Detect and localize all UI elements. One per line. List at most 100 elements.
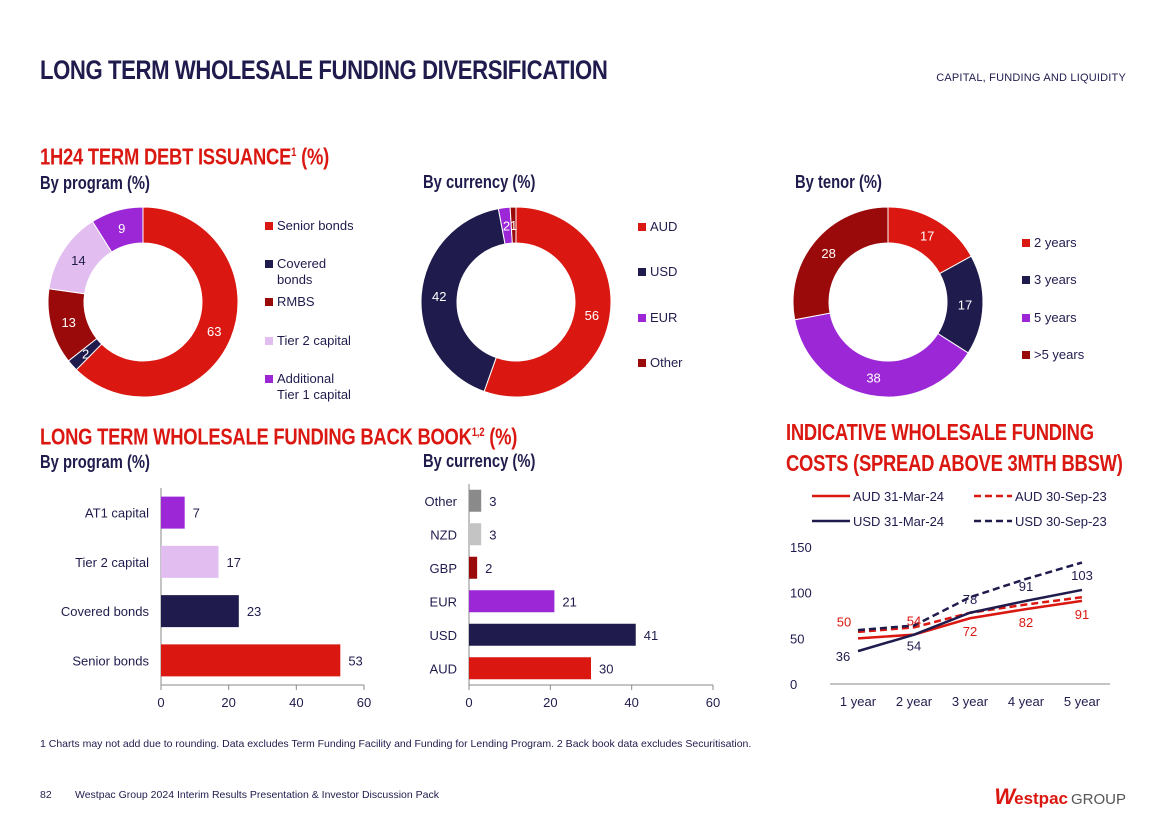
line-data-label: 78 [963, 592, 977, 607]
donut-tenor-chart: 17 17 38 28 [792, 206, 984, 398]
bar-usd [469, 623, 636, 646]
donut-data-label: 38 [866, 371, 880, 386]
donut-data-label: 63 [207, 324, 221, 339]
bar-tier-2-capital [161, 545, 219, 578]
donut-slice-additional-tier-1-capital [91, 206, 144, 253]
donut-currency-legend: AUD USD EUR Other [638, 219, 718, 379]
donut-slice-senior-bonds [75, 206, 239, 398]
bar-gbp [469, 556, 478, 579]
bar-at1-capital [161, 496, 185, 529]
legend-label: Covered bonds [277, 256, 327, 287]
donut-data-label: 14 [71, 253, 85, 268]
donut-currency-chart: 56 42 2 1 [420, 206, 612, 398]
bar-category-label: Tier 2 capital [75, 555, 149, 570]
x-tick-label: 20 [543, 695, 557, 710]
bar-value-label: 3 [489, 527, 496, 542]
bar-category-label: NZD [430, 527, 457, 542]
donut-program-chart: 63 2 13 14 9 [47, 206, 239, 398]
donut-slice--5-years [792, 206, 889, 321]
x-tick-label: 40 [289, 695, 303, 710]
legend-item: Tier 2 capital [265, 333, 351, 349]
bar-value-label: 23 [247, 604, 261, 619]
y-tick-label: 0 [790, 677, 797, 692]
bar-category-label: GBP [430, 561, 457, 576]
legend-swatch [638, 314, 646, 322]
bar-currency-chart: 0 20 40 60 Other 3 NZD 3 GBP 2 EUR 21 USD 41 AUD 30 [424, 484, 720, 710]
bar-program-chart: 0 20 40 60 AT1 capital 7 Tier 2 capital 17 Cover… [61, 488, 371, 710]
y-tick-label: 50 [790, 631, 804, 646]
legend-swatch [265, 298, 273, 306]
series-line-usd-30-sep-23 [857, 561, 1083, 632]
donut-data-label: 2 [82, 346, 89, 361]
x-tick-label: 60 [706, 695, 720, 710]
line-costs-legend: AUD 31-Mar-24 AUD 30-Sep-23 USD 31-Mar-24 U… [812, 489, 1107, 529]
bar-covered-bonds [161, 595, 239, 628]
legend-swatch [265, 337, 273, 345]
donut-tenor-legend: 2 years 3 years 5 years >5 years [1022, 235, 1122, 375]
bar-category-label: Senior bonds [72, 653, 149, 668]
line-data-label: 91 [1019, 579, 1033, 594]
legend-label: EUR [650, 310, 678, 325]
line-data-label: 72 [963, 624, 977, 639]
donut-data-label: 1 [510, 218, 517, 233]
x-tick-label: 4 year [1008, 694, 1045, 709]
legend-item: Other [638, 355, 683, 371]
legend-item: Additional Tier 1 capital [265, 371, 351, 403]
bar-category-label: Other [424, 494, 457, 509]
legend-item: >5 years [1022, 347, 1084, 363]
x-tick-label: 2 year [896, 694, 933, 709]
x-tick-label: 3 year [952, 694, 989, 709]
legend-label: Senior bonds [277, 218, 354, 233]
donut-program-legend: Senior bonds Covered bonds RMBS Tier 2 c… [265, 218, 385, 408]
bar-currency-title: By currency (%) [423, 451, 536, 471]
donut-data-label: 2 [503, 219, 510, 234]
legend-label: AUD 30-Sep-23 [1015, 489, 1107, 504]
series-line-aud-31-mar-24 [857, 599, 1083, 640]
legend-item: Covered bonds [265, 256, 326, 288]
line-data-label: 54 [907, 639, 921, 654]
legend-label: Tier 2 capital [277, 333, 351, 348]
x-tick-label: 5 year [1064, 694, 1101, 709]
x-tick-label: 1 year [840, 694, 877, 709]
logo-group: GROUP [1070, 791, 1126, 808]
legend-item: 5 years [1022, 310, 1077, 326]
bar-category-label: AT1 capital [85, 506, 149, 521]
legend-label: 5 years [1034, 310, 1077, 325]
donut-data-label: 17 [920, 229, 934, 244]
bar-value-label: 2 [485, 561, 492, 576]
donut-slice-other [509, 206, 517, 244]
legend-swatch [638, 268, 646, 276]
bar-value-label: 21 [562, 594, 576, 609]
donut-data-label: 9 [118, 221, 125, 236]
y-tick-label: 150 [790, 540, 812, 555]
legend-label: RMBS [277, 294, 315, 309]
line-data-label: 91 [1075, 607, 1089, 622]
bar-nzd [469, 523, 482, 546]
legend-swatch [265, 222, 273, 230]
backbook-title: LONG TERM WHOLESALE FUNDING BACK BOOK1,2… [40, 423, 518, 450]
legend-item: Senior bonds [265, 218, 354, 234]
issuance-title: 1H24 TERM DEBT ISSUANCE1 (%) [40, 143, 329, 170]
legend-label: USD 30-Sep-23 [1015, 514, 1107, 529]
legend-label: Other [650, 355, 683, 370]
donut-program-title: By program (%) [40, 173, 150, 193]
legend-swatch [1022, 239, 1030, 247]
costs-title-line1: INDICATIVE WHOLESALE FUNDING [786, 419, 1094, 445]
donut-data-label: 42 [432, 289, 446, 304]
bar-value-label: 7 [193, 506, 200, 521]
donut-data-label: 28 [821, 246, 835, 261]
donut-data-label: 17 [958, 297, 972, 312]
legend-label: USD [650, 264, 678, 279]
legend-swatch [638, 359, 646, 367]
x-tick-label: 0 [157, 695, 164, 710]
bar-category-label: EUR [430, 594, 457, 609]
legend-label: USD 31-Mar-24 [853, 514, 944, 529]
donut-currency-title: By currency (%) [423, 172, 536, 192]
line-data-label: 50 [837, 614, 851, 629]
bar-senior-bonds [161, 644, 341, 677]
bar-value-label: 3 [489, 494, 496, 509]
legend-label: >5 years [1034, 347, 1085, 362]
line-data-label: 36 [836, 649, 850, 664]
bar-other [469, 489, 482, 512]
